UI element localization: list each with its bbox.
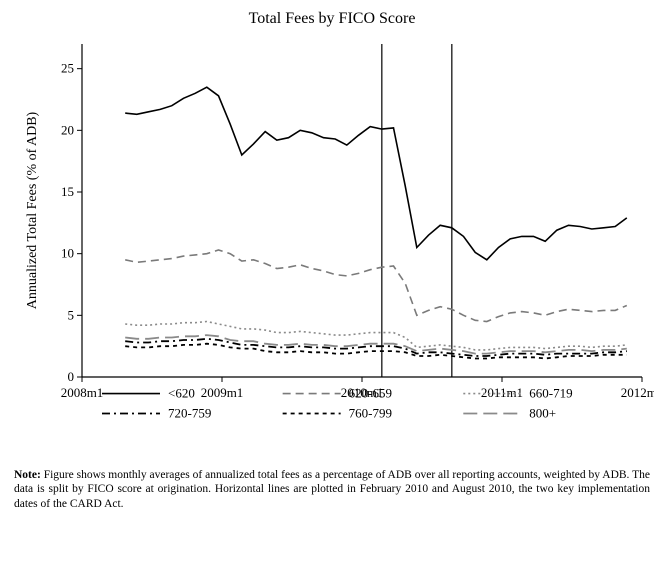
- x-tick-label: 2008m1: [61, 385, 104, 400]
- figure-note-text: Figure shows monthly averages of annuali…: [14, 469, 650, 510]
- x-tick-label: 2012m1: [621, 385, 654, 400]
- series-f620_659: [125, 250, 627, 322]
- series-lt620: [125, 87, 627, 260]
- y-tick-label: 0: [68, 369, 75, 384]
- figure-note: Note: Figure shows monthly averages of a…: [14, 468, 650, 511]
- x-tick-label: 2009m1: [201, 385, 244, 400]
- legend-label: 620-659: [349, 386, 392, 401]
- y-tick-label: 20: [61, 122, 74, 137]
- y-tick-label: 10: [61, 246, 74, 261]
- legend-label: 720-759: [168, 406, 211, 421]
- legend-label: 660-719: [529, 386, 572, 401]
- y-axis-label: Annualized Total Fees (% of ADB): [25, 111, 40, 309]
- chart-area: 05101520252008m12009m12010m12011m12012m1…: [10, 34, 654, 462]
- legend-label: 760-799: [349, 406, 392, 421]
- chart-title: Total Fees by FICO Score: [10, 10, 654, 28]
- y-tick-label: 25: [61, 61, 74, 76]
- legend-label: <620: [168, 386, 195, 401]
- x-tick-label: 2011m1: [481, 385, 523, 400]
- chart-svg: 05101520252008m12009m12010m12011m12012m1…: [10, 34, 654, 462]
- y-tick-label: 5: [68, 307, 75, 322]
- series-f720_759: [125, 339, 627, 356]
- legend-label: 800+: [529, 406, 556, 421]
- y-tick-label: 15: [61, 184, 74, 199]
- figure-note-label: Note:: [14, 469, 41, 481]
